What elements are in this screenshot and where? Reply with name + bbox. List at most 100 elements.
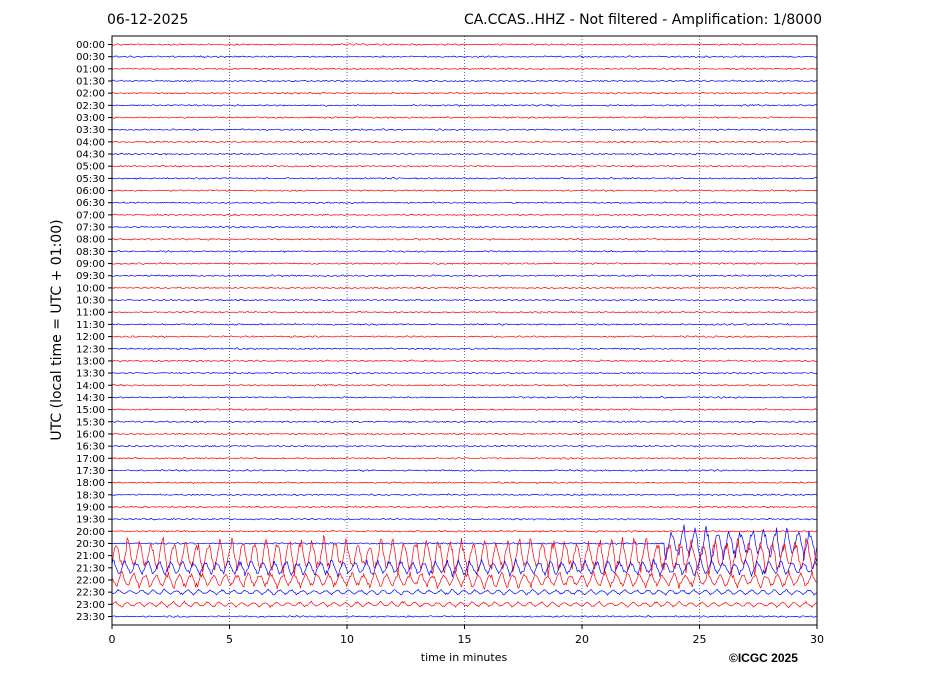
trace-0600 [111, 189, 818, 193]
y-tick-label: 19:30 [76, 515, 105, 526]
y-tick-label: 17:30 [76, 466, 105, 477]
y-tick-label: 08:00 [76, 235, 105, 246]
trace-2100 [111, 534, 818, 577]
y-tick-label: 20:00 [76, 527, 105, 538]
y-tick-label: 20:30 [76, 539, 105, 550]
y-tick-label: 15:30 [76, 417, 105, 428]
x-tick-label: 0 [109, 633, 116, 646]
y-tick-label: 06:30 [76, 198, 105, 209]
trace-0030 [111, 55, 817, 59]
trace-1930 [111, 517, 818, 521]
trace-2130 [111, 557, 818, 578]
y-tick-label: 10:30 [76, 296, 105, 307]
x-tick-label: 10 [340, 633, 354, 646]
trace-0530 [111, 177, 818, 180]
trace-2200 [111, 570, 818, 590]
trace-0100 [111, 67, 818, 71]
y-tick-label: 09:30 [76, 271, 105, 282]
trace-2000 [111, 529, 817, 533]
y-tick-label: 11:00 [76, 308, 105, 319]
trace-1600 [111, 432, 818, 436]
trace-2330 [111, 615, 818, 618]
trace-1030 [111, 298, 818, 302]
trace-1530 [111, 420, 818, 424]
y-tick-label: 07:30 [76, 223, 105, 234]
y-tick-label: 22:30 [76, 588, 105, 599]
y-tick-label: 07:00 [76, 210, 105, 221]
y-tick-label: 08:30 [76, 247, 105, 258]
trace-1000 [111, 286, 818, 290]
y-tick-label: 10:00 [76, 283, 105, 294]
y-tick-label: 12:30 [76, 344, 105, 355]
trace-1400 [111, 383, 818, 387]
y-tick-label: 22:00 [76, 575, 105, 586]
trace-0830 [111, 249, 818, 253]
y-tick-label: 05:30 [76, 174, 105, 185]
trace-0200 [111, 91, 818, 95]
y-tick-label: 01:00 [76, 64, 105, 75]
y-tick-label: 02:30 [76, 101, 105, 112]
y-tick-label: 18:00 [76, 478, 105, 489]
trace-1230 [111, 347, 818, 351]
y-tick-label: 03:30 [76, 125, 105, 136]
y-tick-label: 17:00 [76, 454, 105, 465]
y-tick-label: 13:30 [76, 369, 105, 380]
trace-1800 [111, 481, 818, 485]
grid-lines [229, 36, 700, 625]
y-tick-label: 11:30 [76, 320, 105, 331]
y-tick-label: 18:30 [76, 490, 105, 501]
trace-0430 [111, 152, 818, 156]
y-tick-label: 03:00 [76, 113, 105, 124]
y-tick-label: 19:00 [76, 502, 105, 513]
y-tick-label: 21:00 [76, 551, 105, 562]
y-tick-label: 12:00 [76, 332, 105, 343]
trace-2300 [111, 600, 818, 609]
trace-1130 [111, 322, 818, 326]
trace-1700 [111, 456, 818, 460]
y-tick-label: 16:00 [76, 429, 105, 440]
y-tick-label: 05:00 [76, 162, 105, 173]
y-tick-label: 00:30 [76, 52, 105, 63]
trace-0700 [111, 213, 818, 217]
y-tick-label: 02:00 [76, 89, 105, 100]
y-axis-label: UTC (local time = UTC + 01:00) [49, 219, 65, 441]
y-tick-label: 13:00 [76, 356, 105, 367]
trace-1630 [111, 444, 818, 448]
y-tick-label: 15:00 [76, 405, 105, 416]
y-tick-label: 06:00 [76, 186, 105, 197]
y-tick-label: 00:00 [76, 40, 105, 51]
trace-1430 [111, 395, 818, 399]
x-tick-label: 15 [458, 633, 472, 646]
trace-1900 [111, 505, 817, 509]
trace-1500 [112, 407, 818, 412]
trace-0800 [111, 237, 818, 241]
trace-0000 [111, 43, 818, 46]
trace-1100 [111, 310, 818, 314]
x-tick-label: 5 [226, 633, 233, 646]
y-tick-label: 16:30 [76, 442, 105, 453]
seismogram-traces [111, 43, 818, 618]
trace-0230 [111, 103, 818, 107]
trace-0400 [111, 140, 818, 144]
date-label: 06-12-2025 [107, 12, 189, 28]
x-tick-label: 30 [810, 633, 824, 646]
trace-0930 [111, 274, 818, 278]
y-tick-label: 14:30 [76, 393, 105, 404]
y-tick-label: 04:30 [76, 150, 105, 161]
y-tick-label: 23:30 [76, 612, 105, 623]
trace-0730 [111, 225, 818, 229]
trace-2030 [111, 524, 818, 562]
x-axis-label: time in minutes [420, 651, 508, 664]
trace-1730 [111, 468, 818, 472]
y-tick-label: 14:00 [76, 381, 105, 392]
trace-2230 [111, 588, 818, 596]
trace-0130 [111, 79, 818, 83]
y-tick-label: 09:00 [76, 259, 105, 270]
x-tick-label: 20 [575, 633, 589, 646]
x-axis-ticks: 0 5 10 15 20 25 30 [109, 625, 824, 646]
chart-title: CA.CCAS..HHZ - Not filtered - Amplificat… [464, 12, 822, 28]
y-tick-label: 01:30 [76, 77, 105, 88]
trace-1200 [111, 335, 818, 339]
copyright-label: ©ICGC 2025 [729, 651, 798, 665]
